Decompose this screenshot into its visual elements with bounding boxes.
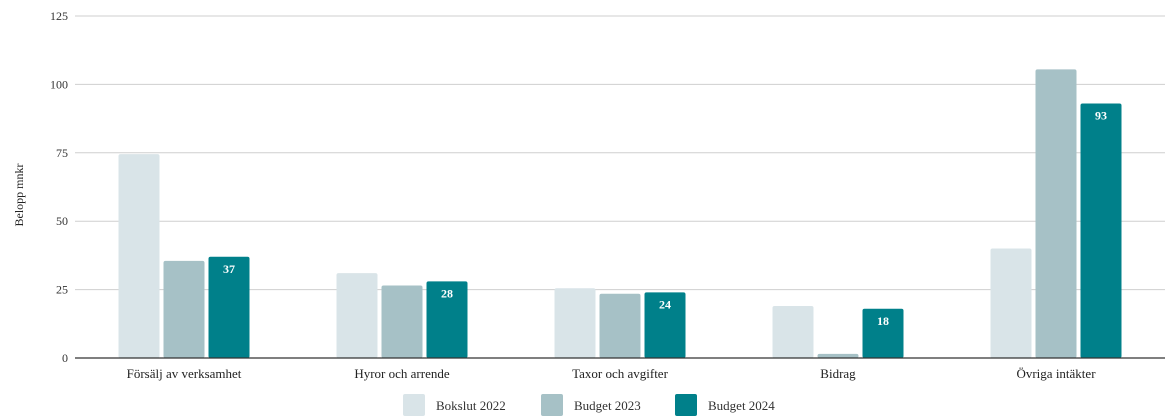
bar-2-1 [163,260,205,358]
legend-item: Bokslut 2022 [403,394,506,416]
y-tick-label: 100 [50,77,68,91]
x-category-label: Försälj av verksamhet [127,366,242,381]
data-label: 18 [877,314,889,328]
bar-1-4 [772,306,814,358]
y-tick-label: 25 [56,283,68,297]
y-tick-label: 0 [62,351,68,365]
legend-label: Budget 2024 [708,398,775,413]
legend-swatch [675,394,697,416]
x-category-label: Bidrag [820,366,856,381]
y-tick-label: 50 [56,214,68,228]
legend-swatch [403,394,425,416]
bar-2-5 [1035,69,1077,359]
legend-swatch [541,394,563,416]
x-axis-categories: Försälj av verksamhet Hyror och arrende Ta… [127,366,1097,381]
legend: Bokslut 2022 Budget 2023 Budget 2024 [403,394,775,416]
bars: 37 28 24 18 93 [118,69,1122,359]
legend-item: Budget 2023 [541,394,641,416]
y-axis-label: Belopp mnkr [12,164,26,227]
gridlines [75,15,1165,291]
data-label: 37 [223,262,235,276]
bar-2-3 [599,293,641,358]
bar-2-4 [817,353,859,358]
x-category-label: Taxor och avgifter [572,366,668,381]
x-category-label: Hyror och arrende [354,366,450,381]
bar-3-1 [208,256,250,358]
bar-3-5 [1080,103,1122,358]
bar-1-5 [990,248,1032,358]
bar-1-2 [336,273,378,358]
data-label: 24 [659,297,671,311]
legend-item: Budget 2024 [675,394,775,416]
bar-3-2 [426,281,468,358]
data-label: 28 [441,286,453,300]
y-axis-ticks: 0 25 50 75 100 125 [50,9,68,365]
bar-3-4 [862,308,904,358]
data-label: 93 [1095,109,1107,123]
legend-label: Bokslut 2022 [436,398,506,413]
legend-label: Budget 2023 [574,398,641,413]
y-tick-label: 125 [50,9,68,23]
y-tick-label: 75 [56,146,68,160]
bar-1-1 [118,154,160,358]
x-category-label: Övriga intäkter [1016,366,1096,381]
bar-2-2 [381,285,423,358]
bar-3-3 [644,292,686,358]
bar-1-3 [554,288,596,358]
